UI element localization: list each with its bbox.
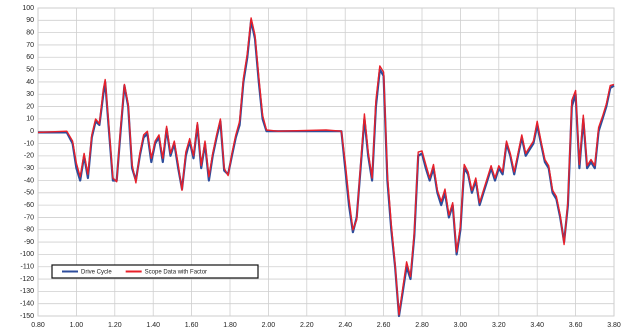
y-tick-label: 20 xyxy=(26,103,34,110)
x-tick-label: 1.20 xyxy=(108,322,122,329)
legend-label: Scope Data with Factor xyxy=(145,270,207,276)
y-tick-label: 60 xyxy=(26,54,34,61)
y-tick-label: 50 xyxy=(26,66,34,73)
y-tick-label: 80 xyxy=(26,29,34,36)
y-tick-label: 90 xyxy=(26,17,34,24)
y-tick-label: -150 xyxy=(20,313,34,320)
x-tick-label: 2.40 xyxy=(338,322,352,329)
x-tick-label: 2.60 xyxy=(377,322,391,329)
y-tick-label: -60 xyxy=(24,202,34,209)
y-tick-label: -90 xyxy=(24,239,34,246)
y-tick-label: 10 xyxy=(26,116,34,123)
x-tick-label: 1.00 xyxy=(70,322,84,329)
legend: Drive Cycle Scope Data with Factor xyxy=(51,264,259,279)
y-tick-label: 40 xyxy=(26,79,34,86)
y-tick-label: -70 xyxy=(24,214,34,221)
y-tick-label: 100 xyxy=(22,5,34,12)
x-tick-label: 3.80 xyxy=(607,322,621,329)
y-tick-label: -30 xyxy=(24,165,34,172)
y-tick-label: -20 xyxy=(24,153,34,160)
y-tick-label: 30 xyxy=(26,91,34,98)
y-tick-label: 0 xyxy=(30,128,34,135)
x-tick-label: 2.80 xyxy=(415,322,429,329)
x-tick-label: 1.60 xyxy=(185,322,199,329)
y-tick-label: -80 xyxy=(24,227,34,234)
y-tick-label: -120 xyxy=(20,276,34,283)
y-tick-label: 70 xyxy=(26,42,34,49)
legend-label: Drive Cycle xyxy=(81,270,112,276)
y-tick-label: -140 xyxy=(20,301,34,308)
y-tick-label: -130 xyxy=(20,288,34,295)
y-tick-label: -40 xyxy=(24,177,34,184)
x-tick-label: 1.80 xyxy=(223,322,237,329)
x-tick-label: 3.00 xyxy=(454,322,468,329)
x-tick-label: 1.40 xyxy=(146,322,160,329)
y-tick-label: -10 xyxy=(24,140,34,147)
x-tick-label: 3.60 xyxy=(569,322,583,329)
x-tick-label: 3.40 xyxy=(530,322,544,329)
y-tick-label: -100 xyxy=(20,251,34,258)
x-tick-label: 0.80 xyxy=(31,322,45,329)
x-tick-label: 2.20 xyxy=(300,322,314,329)
legend-box xyxy=(51,264,259,279)
x-tick-label: 3.20 xyxy=(492,322,506,329)
y-tick-label: -110 xyxy=(21,264,35,271)
x-tick-label: 2.00 xyxy=(262,322,276,329)
series-line xyxy=(37,17,615,316)
y-tick-label: -50 xyxy=(24,190,34,197)
